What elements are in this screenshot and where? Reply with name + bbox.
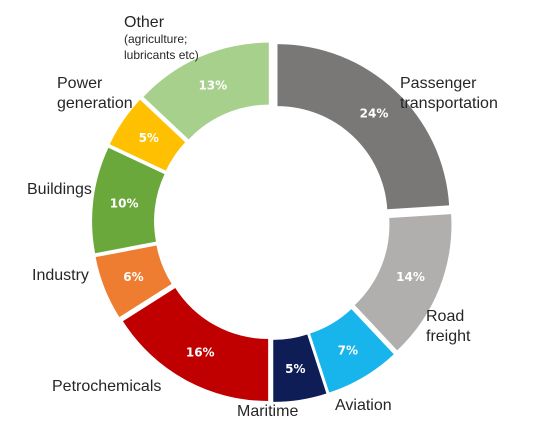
slice-petrochemicals (122, 287, 269, 402)
slice-passenger-transportation (277, 44, 450, 210)
slice-buildings (92, 147, 165, 254)
category-label: Petrochemicals (52, 378, 161, 395)
slice-industry (95, 245, 172, 318)
category-label: Passenger transportation (400, 75, 498, 112)
slice-other-agriculture-lubricants-etc (143, 42, 269, 140)
category-labels-group: Passenger transportation Road freight Aviati… (27, 14, 498, 420)
slice-maritime (273, 334, 327, 402)
percent-label: 6% (123, 270, 143, 284)
slice-power-generation (109, 99, 186, 171)
slices-group (92, 42, 452, 402)
category-label: Other (agriculture; lubricants etc) (124, 14, 199, 62)
percent-label: 7% (338, 343, 358, 357)
percent-label: 24% (360, 106, 389, 120)
slice-road-freight (354, 214, 452, 351)
slice-aviation (310, 309, 394, 393)
percent-label: 5% (285, 362, 305, 376)
percent-label: 16% (186, 346, 215, 360)
category-label: Aviation (335, 397, 392, 414)
category-label: Road freight (426, 308, 471, 345)
percent-label: 13% (198, 78, 227, 92)
percent-label: 10% (110, 196, 139, 210)
category-label: Maritime (237, 403, 298, 420)
percent-labels-group: 24% 14% 7% 5% 16% 6% 10% 5% 13% (110, 78, 425, 376)
percent-label: 5% (139, 131, 159, 145)
percent-label: 14% (396, 270, 425, 284)
category-label: Buildings (27, 181, 92, 198)
category-label: Power generation (57, 75, 133, 112)
category-label: Industry (32, 267, 89, 284)
